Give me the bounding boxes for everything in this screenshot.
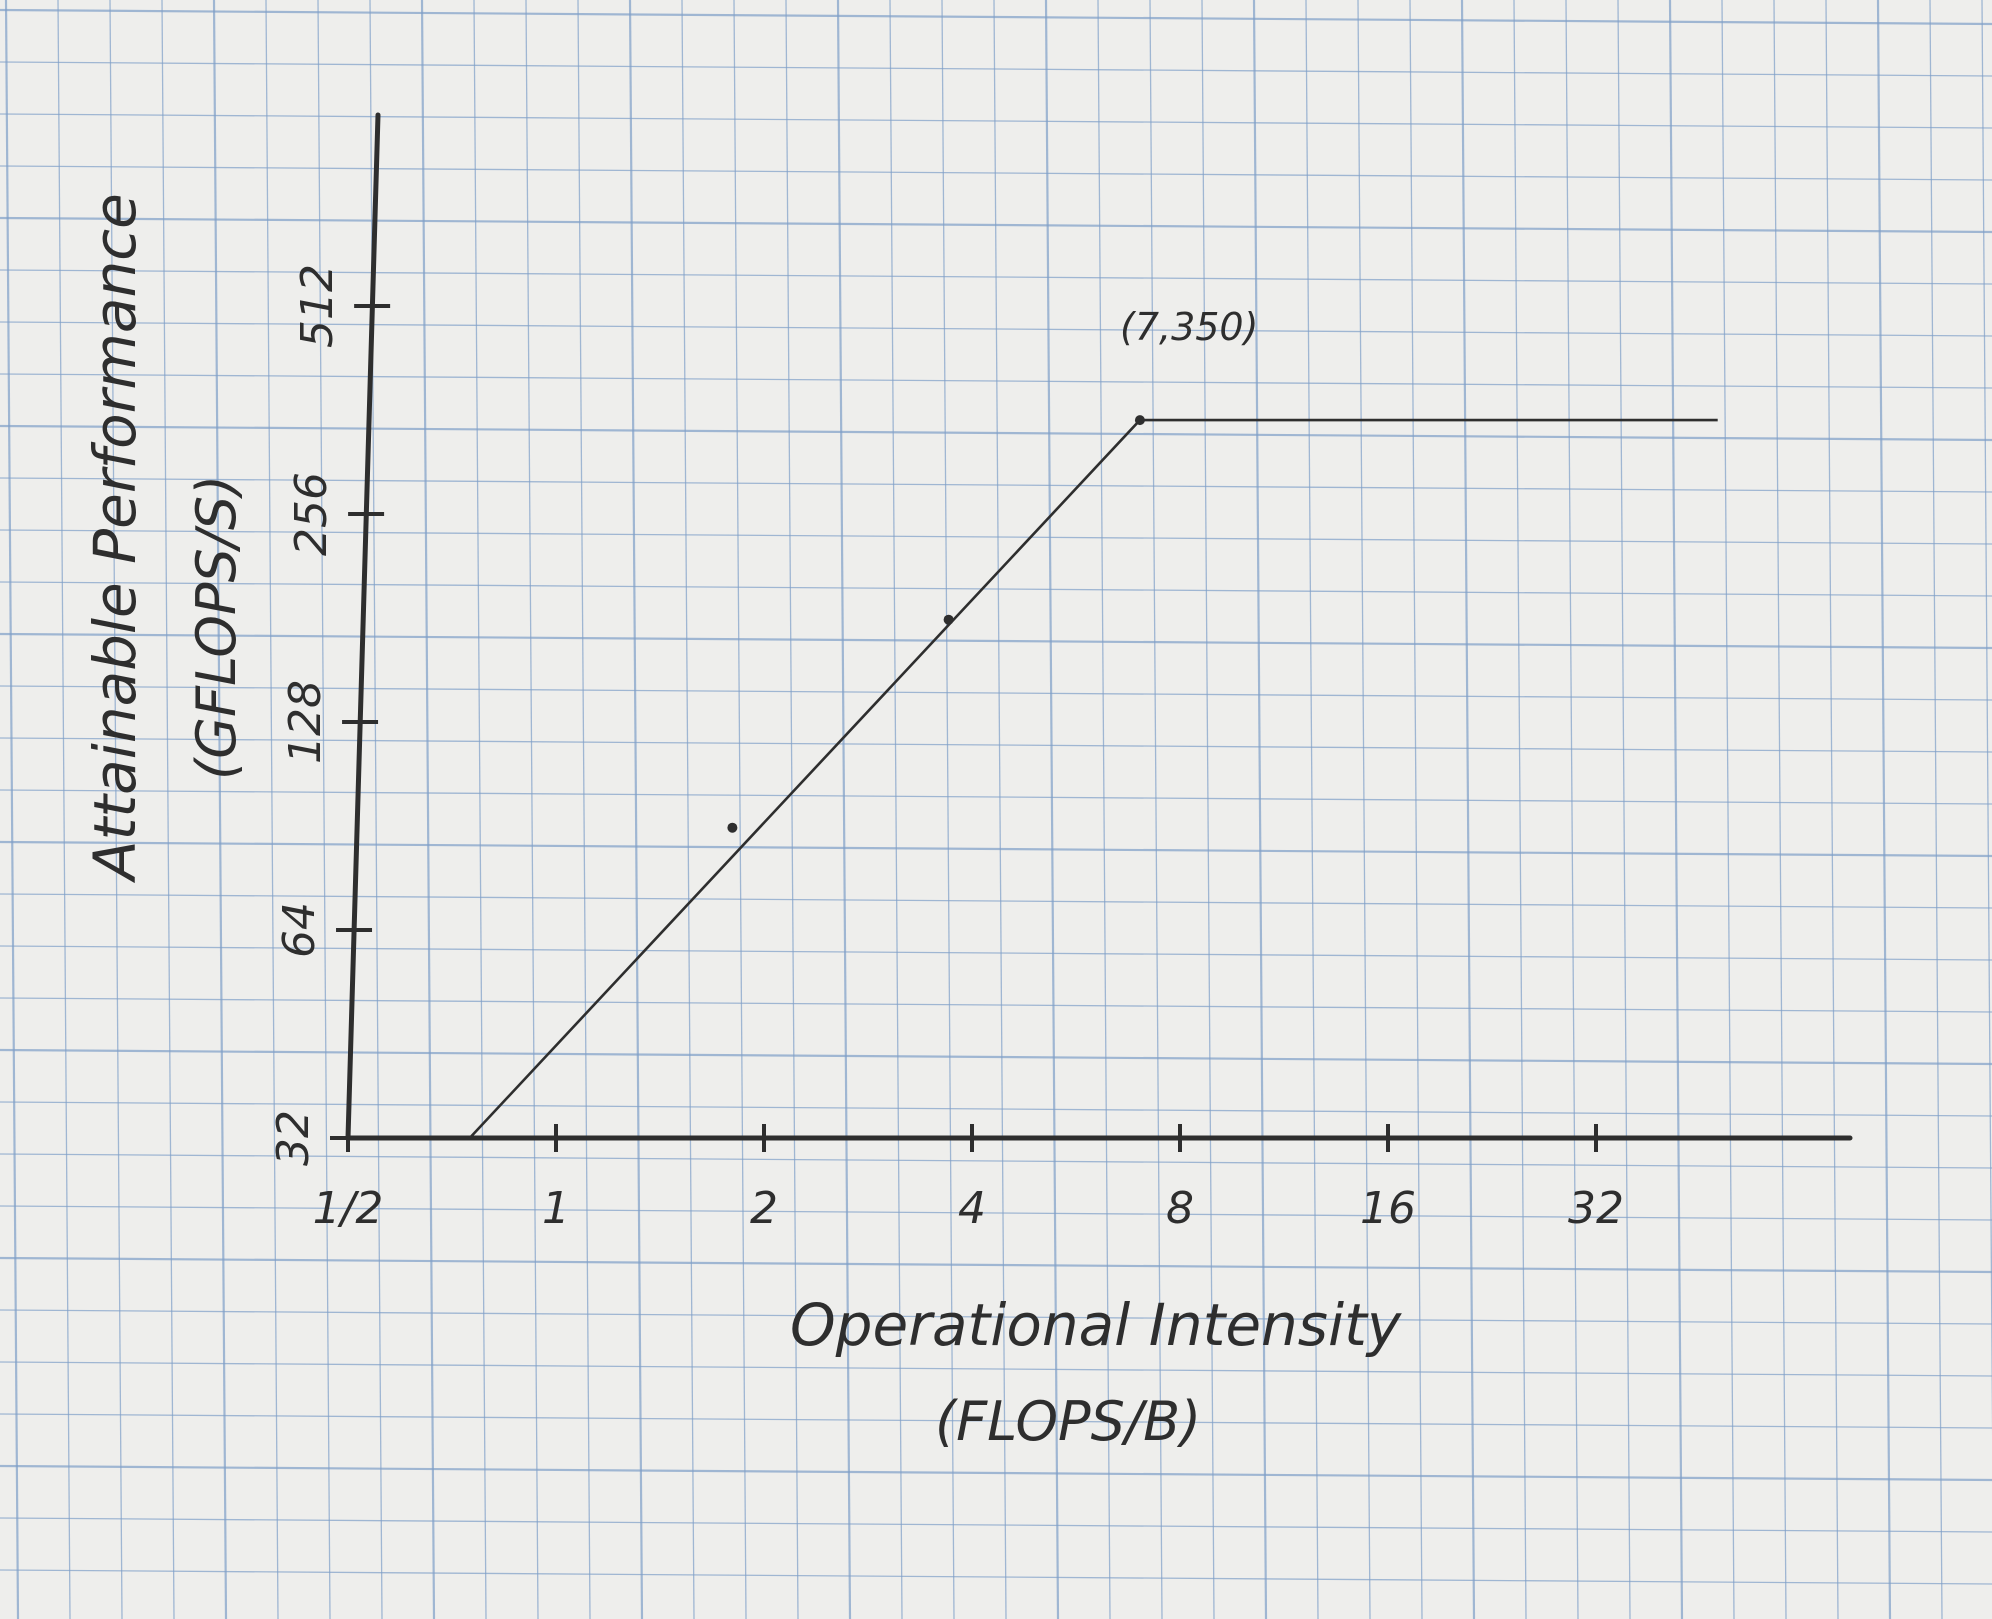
grid-line-vertical bbox=[161, 0, 175, 1619]
y-axis-line bbox=[345, 112, 381, 1141]
grid-line-horizontal bbox=[0, 789, 1992, 805]
x-tick-label: 8 bbox=[1166, 1183, 1194, 1234]
x-tick-label: 2 bbox=[750, 1183, 778, 1234]
grid-line-vertical bbox=[1668, 0, 1684, 1619]
grid-line-vertical bbox=[577, 0, 591, 1619]
grid-line-vertical bbox=[1773, 0, 1787, 1619]
data-points bbox=[727, 415, 1145, 833]
grid-line-vertical bbox=[1252, 0, 1268, 1619]
grid-line-vertical bbox=[1149, 0, 1163, 1619]
grid-line-horizontal bbox=[0, 1101, 1992, 1117]
grid-line-horizontal bbox=[0, 165, 1992, 181]
y-tick-label: 32 bbox=[268, 1110, 319, 1166]
grid-line-horizontal bbox=[0, 840, 1992, 858]
grid-line-horizontal bbox=[0, 632, 1992, 650]
grid-line-horizontal bbox=[0, 893, 1992, 909]
x-axis-unit: (FLOPS/B) bbox=[935, 1390, 1201, 1453]
grid-line-vertical bbox=[1357, 0, 1371, 1619]
y-axis-title: Attainable Performance bbox=[81, 193, 149, 884]
grid-line-vertical bbox=[317, 0, 331, 1619]
x-axis-title: Operational Intensity bbox=[790, 1291, 1402, 1359]
grid-line-horizontal bbox=[0, 269, 1992, 285]
x-tick-label: 32 bbox=[1568, 1183, 1624, 1234]
x-tick-label: 4 bbox=[958, 1183, 986, 1234]
grid-line-vertical bbox=[1201, 0, 1215, 1619]
data-point bbox=[943, 614, 954, 625]
x-tick-label: 1 bbox=[542, 1183, 570, 1234]
y-tick-label: 256 bbox=[286, 472, 337, 556]
x-tick-label: 1/2 bbox=[313, 1183, 384, 1234]
grid-line-horizontal bbox=[0, 373, 1992, 389]
grid-line-horizontal bbox=[0, 737, 1992, 753]
grid-line-vertical bbox=[1409, 0, 1423, 1619]
grid-line-vertical bbox=[1876, 0, 1892, 1619]
grid-line-vertical bbox=[1305, 0, 1319, 1619]
grid-line-vertical bbox=[1460, 0, 1476, 1619]
grid-line-horizontal bbox=[0, 1361, 1992, 1377]
grid-line-horizontal bbox=[0, 61, 1992, 77]
grid-line-horizontal bbox=[0, 1309, 1992, 1325]
data-point bbox=[1134, 415, 1145, 426]
grid-line-vertical bbox=[993, 0, 1007, 1619]
grid-line-horizontal bbox=[0, 424, 1992, 442]
y-tick-label: 128 bbox=[280, 680, 331, 764]
peak-point-annotation: (7,350) bbox=[1120, 305, 1258, 349]
grid-line-horizontal bbox=[0, 216, 1992, 234]
grid-line-vertical bbox=[473, 0, 487, 1619]
grid-line-vertical bbox=[265, 0, 279, 1619]
grid-line-horizontal bbox=[0, 1256, 1992, 1274]
grid-line-horizontal bbox=[0, 1413, 1992, 1429]
grid-line-horizontal bbox=[0, 685, 1992, 701]
grid-line-vertical bbox=[212, 0, 228, 1619]
grid-line-horizontal bbox=[0, 1569, 1992, 1585]
data-point bbox=[727, 822, 738, 833]
grid-line-horizontal bbox=[0, 1205, 1992, 1221]
y-axis-unit: (GFLOPS/S) bbox=[185, 475, 248, 780]
grid-line-vertical bbox=[525, 0, 539, 1619]
axes bbox=[345, 112, 1853, 1141]
y-axis-ticks: 32 64 128 256 512 bbox=[268, 264, 391, 1166]
grid-line-horizontal bbox=[0, 113, 1992, 129]
grid-line-vertical bbox=[1929, 0, 1943, 1619]
grid-line-vertical bbox=[785, 0, 799, 1619]
y-tick-label: 512 bbox=[292, 264, 343, 348]
y-tick-label: 64 bbox=[274, 902, 325, 958]
grid-line-vertical bbox=[681, 0, 695, 1619]
grid-line-horizontal bbox=[0, 1464, 1992, 1482]
grid-line-vertical bbox=[109, 0, 123, 1619]
grid-line-vertical bbox=[1044, 0, 1060, 1619]
grid-line-horizontal bbox=[0, 997, 1992, 1013]
grid-line-vertical bbox=[1617, 0, 1631, 1619]
grid-line-horizontal bbox=[0, 1153, 1992, 1169]
grid-line-vertical bbox=[1981, 0, 1992, 1437]
grid-line-vertical bbox=[1721, 0, 1735, 1619]
grid-line-vertical bbox=[420, 0, 436, 1619]
grid-line-horizontal bbox=[0, 529, 1992, 545]
grid-line-vertical bbox=[1565, 0, 1579, 1619]
grid-line-vertical bbox=[941, 0, 955, 1619]
grid-line-vertical bbox=[889, 0, 903, 1619]
grid-line-horizontal bbox=[0, 945, 1992, 961]
x-axis-ticks: 1/2 1 2 4 8 16 32 bbox=[313, 1124, 1624, 1234]
grid-line-horizontal bbox=[0, 321, 1992, 337]
grid-line-vertical bbox=[1097, 0, 1111, 1619]
grid-line-vertical bbox=[733, 0, 747, 1619]
grid-line-horizontal bbox=[0, 1517, 1992, 1533]
grid-line-horizontal bbox=[0, 8, 1992, 26]
grid-line-horizontal bbox=[0, 1048, 1992, 1066]
grid-line-vertical bbox=[1825, 0, 1839, 1619]
grid-line-vertical bbox=[836, 0, 852, 1619]
grid-line-vertical bbox=[628, 0, 644, 1619]
grid-line-horizontal bbox=[0, 581, 1992, 597]
grid-line-horizontal bbox=[0, 477, 1992, 493]
x-tick-label: 16 bbox=[1360, 1183, 1416, 1234]
grid-line-vertical bbox=[1513, 0, 1527, 1619]
